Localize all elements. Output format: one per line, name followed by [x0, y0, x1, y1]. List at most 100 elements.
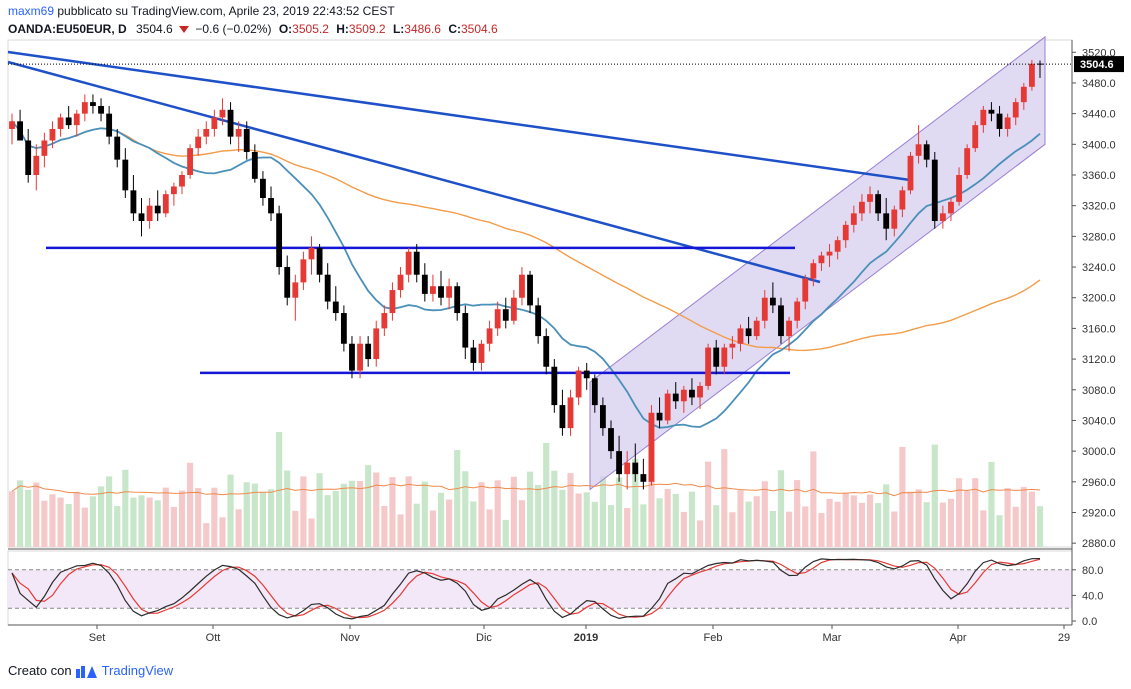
volume-bar — [1012, 506, 1019, 547]
candle-body — [454, 286, 461, 314]
candle-body — [899, 190, 906, 210]
candle-body — [915, 144, 922, 156]
volume-bar — [551, 470, 558, 547]
candle-body — [162, 194, 169, 214]
main-pane[interactable] — [7, 35, 1073, 550]
volume-bar — [308, 518, 315, 547]
candle-body — [438, 286, 444, 298]
volume-bar — [785, 511, 793, 547]
candle-body — [527, 274, 533, 306]
volume-bar — [413, 503, 420, 547]
volume-bar — [810, 451, 817, 547]
volume-bar — [939, 502, 946, 547]
volume-bar — [284, 470, 291, 547]
candle-body — [519, 274, 525, 298]
candle-body — [697, 385, 703, 398]
volume-bar — [1036, 506, 1044, 547]
candle-body — [138, 213, 145, 222]
candle-body — [778, 305, 784, 337]
candle-body — [1012, 102, 1019, 118]
volume-bar — [41, 500, 48, 547]
price-tick-label: 2880.0 — [1082, 538, 1116, 550]
volume-bar — [616, 477, 623, 547]
volume-bar — [818, 513, 825, 547]
volume-bar — [575, 493, 582, 547]
volume-bar — [470, 501, 477, 547]
candle-body — [729, 343, 736, 348]
volume-bar — [696, 520, 704, 547]
candle-body — [583, 370, 590, 379]
long-ma-line — [11, 120, 1041, 352]
trendline-lower — [7, 60, 821, 284]
volume-bar — [583, 492, 590, 547]
candle-body — [203, 128, 210, 137]
candle-body — [187, 148, 193, 175]
candle-body — [591, 378, 598, 406]
candle-body — [802, 278, 809, 302]
volume-bar — [599, 476, 606, 547]
candle-body — [948, 201, 954, 214]
candle-body — [939, 213, 946, 222]
candle-body — [745, 328, 752, 337]
candle-body — [219, 109, 226, 118]
volume-bar — [348, 480, 356, 547]
volume-bar — [195, 488, 202, 547]
time-tick-label: Mar — [823, 632, 842, 644]
candle-body — [357, 343, 363, 371]
candle-body — [486, 328, 493, 344]
volume-bar — [850, 495, 857, 547]
stochastic-pane[interactable] — [7, 550, 1073, 626]
candle-body — [1028, 63, 1035, 87]
candle-body — [114, 136, 121, 160]
candle-body — [429, 286, 436, 294]
price-tick-label: 3320.0 — [1082, 201, 1116, 213]
volume-bar — [535, 484, 542, 547]
price-tick-label: 3480.0 — [1082, 78, 1116, 90]
symbol-name: OANDA:EU50EUR, D — [8, 22, 127, 36]
candle-body — [478, 343, 485, 363]
volume-bar — [243, 482, 250, 547]
time-tick-label: Ott — [206, 632, 221, 644]
low-label: L: — [392, 22, 405, 36]
candle-body — [421, 274, 428, 294]
volume-bar — [73, 492, 80, 547]
candle-body — [721, 347, 728, 367]
price-tick-label: 3440.0 — [1082, 109, 1116, 121]
candle-body — [308, 247, 315, 260]
candle-body — [130, 190, 137, 214]
candle-body — [41, 140, 48, 156]
short-ma-line — [11, 120, 1041, 429]
volume-bar — [340, 483, 347, 547]
price-change: −0.6 (−0.02%) — [195, 22, 272, 36]
candle-body — [996, 113, 1003, 129]
volume-bar — [276, 432, 283, 547]
open-value: 3505.2 — [292, 22, 329, 36]
candle-body — [964, 148, 971, 175]
volume-bar — [219, 517, 226, 547]
time-tick-label: Feb — [704, 632, 723, 644]
time-axis[interactable]: Set Ott Nov Dic 2019 Feb Mar Apr 29 — [8, 624, 1072, 644]
candle-body — [211, 117, 218, 129]
candle-body — [397, 274, 404, 291]
price-tick-label: 3120.0 — [1082, 354, 1116, 366]
down-arrow-icon — [179, 26, 190, 34]
volume-bar — [381, 505, 388, 547]
volume-bar — [235, 509, 242, 547]
price-axis[interactable]: 3520.03480.03440.03400.03360.03320.03280… — [1071, 40, 1124, 628]
volume-bar — [211, 487, 218, 547]
volume-bar — [947, 498, 955, 547]
volume-bar — [543, 442, 550, 547]
price-tick-label: 3400.0 — [1082, 139, 1116, 151]
author-name[interactable]: maxm69 — [8, 4, 55, 18]
volume-bar — [486, 509, 493, 547]
candle-body — [243, 128, 250, 152]
tradingview-brand[interactable]: TradingView — [101, 663, 174, 678]
volume-bar — [138, 495, 145, 547]
volume-bar — [356, 481, 364, 547]
volume-bar — [122, 469, 129, 547]
candle-body — [826, 251, 833, 256]
candle-body — [616, 451, 623, 475]
volume-bar — [891, 511, 898, 547]
volume-bar — [672, 493, 679, 547]
